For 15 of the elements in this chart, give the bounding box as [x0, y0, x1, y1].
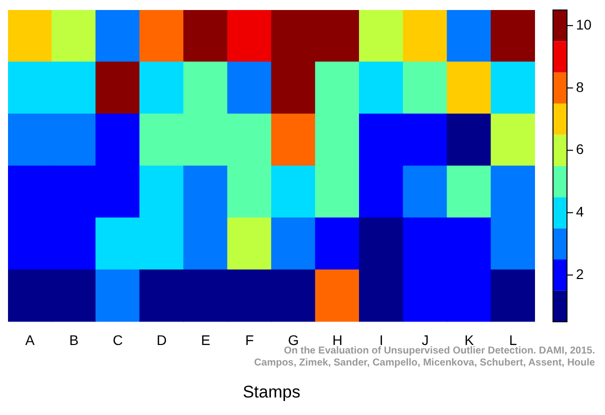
color-bar-label: 6 [576, 141, 584, 158]
x-tick-label: B [69, 332, 79, 348]
x-axis-title: Stamps [242, 382, 300, 402]
color-bar-label: 10 [576, 16, 592, 32]
color-bar-label: 8 [576, 78, 584, 95]
x-tick-label: J [422, 332, 429, 348]
x-tick-label: L [509, 332, 518, 348]
x-tick-label: C [112, 332, 123, 348]
color-bar-label: 4 [576, 204, 584, 220]
x-tick-label: D [156, 332, 167, 348]
x-tick-label: F [245, 332, 254, 348]
x-tick-label: E [200, 332, 210, 348]
color-bar-label: 2 [576, 266, 584, 282]
x-tick-label: A [25, 332, 36, 348]
text: On the Evaluation of Unsupervised Outlier Detection. DAMI, 2015. Campos, Zimek, Sander, Campello, Micenkova, Schubert, Assent, Houle [254, 346, 596, 369]
